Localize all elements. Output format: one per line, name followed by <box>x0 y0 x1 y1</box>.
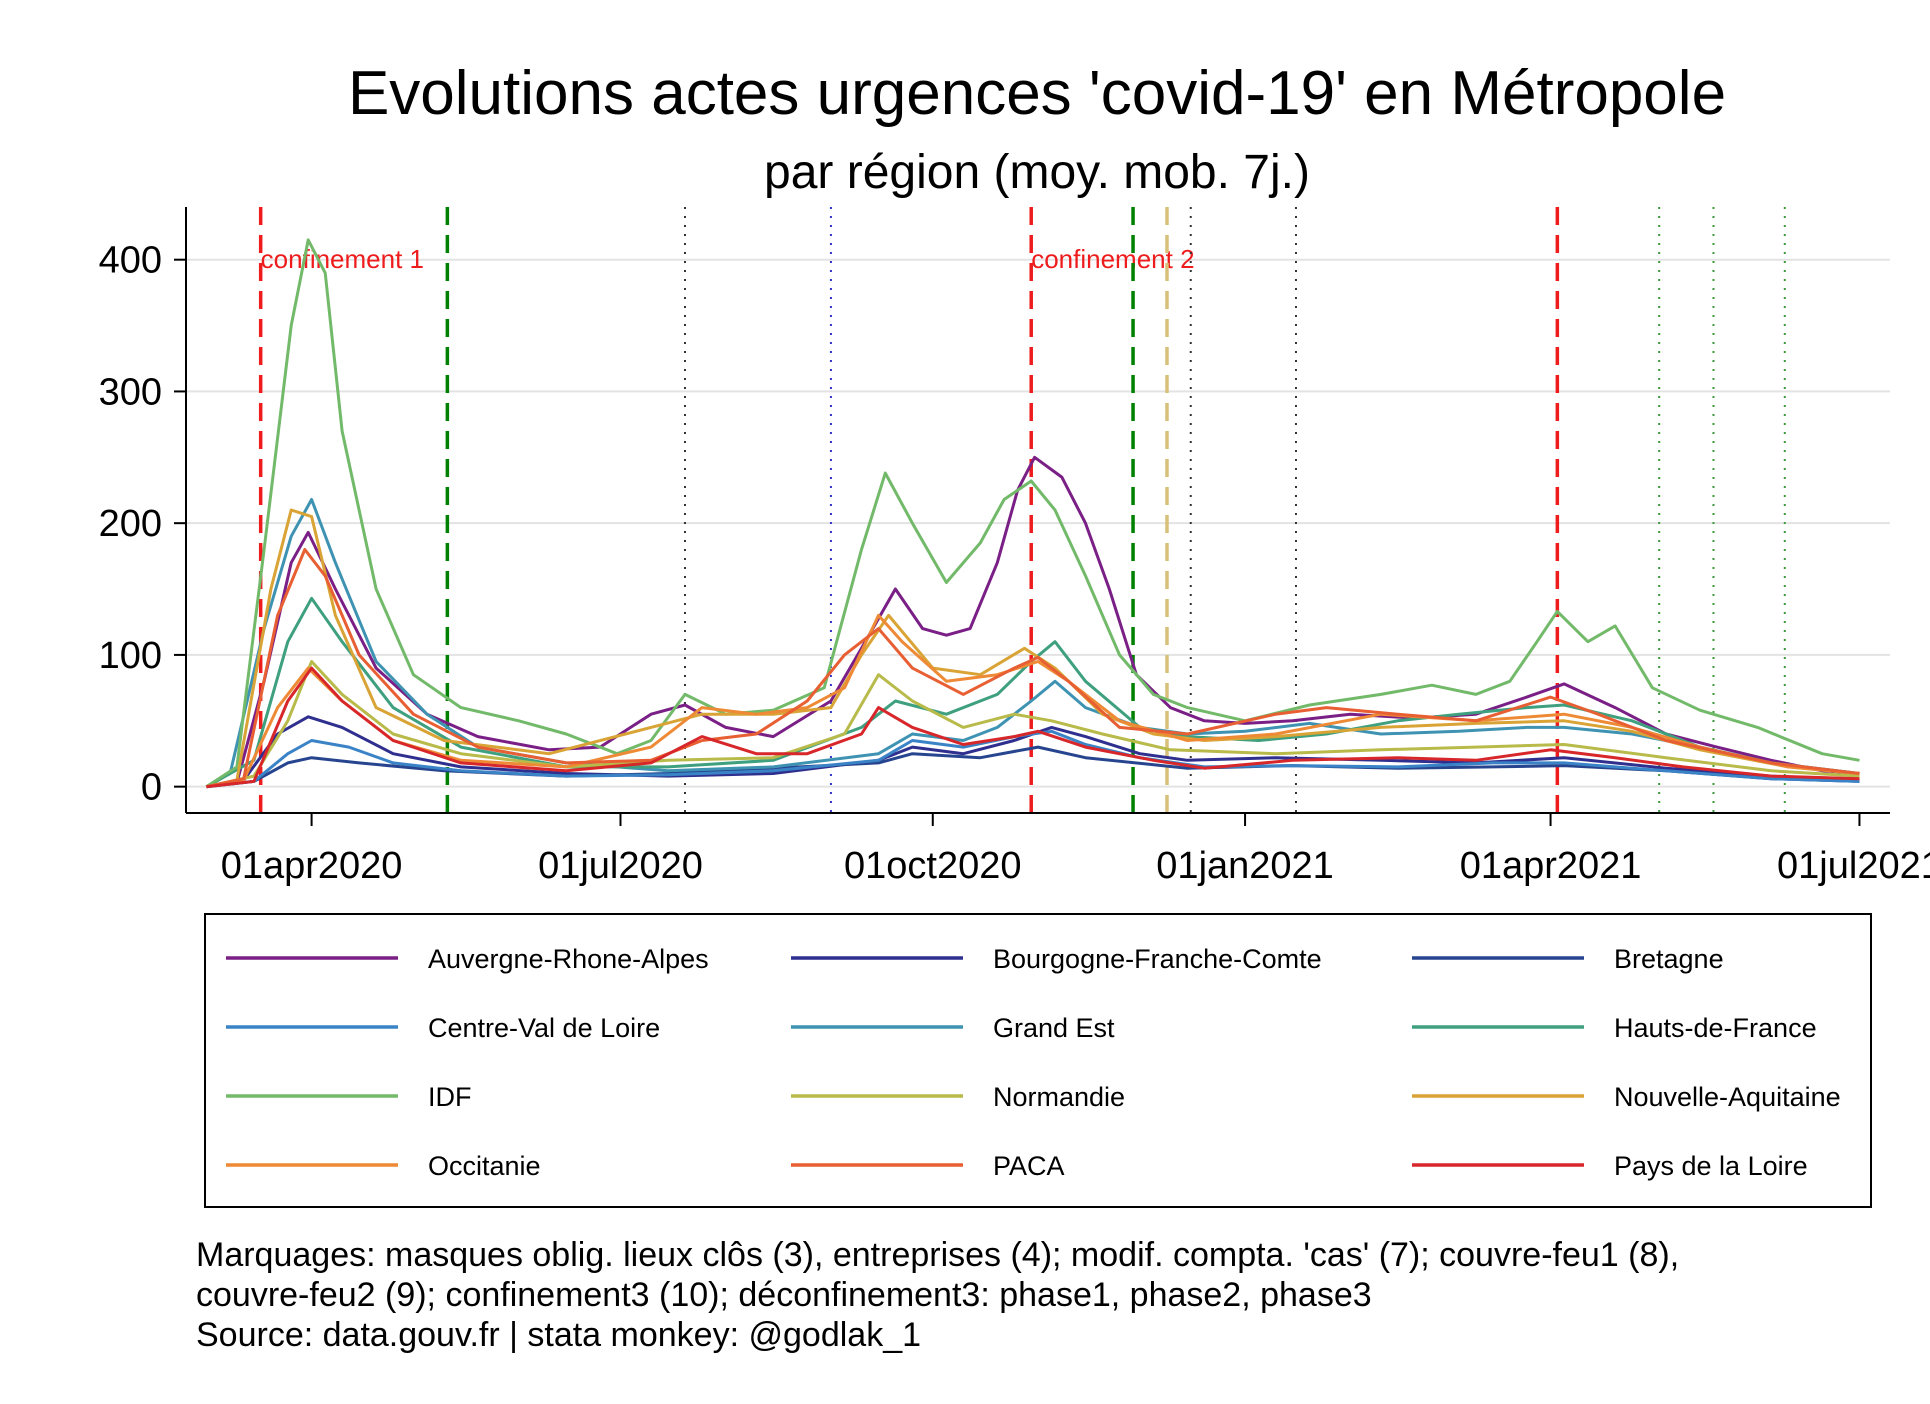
series-line <box>206 660 1860 789</box>
legend-label: Grand Est <box>993 1013 1115 1043</box>
legend-label: Normandie <box>993 1082 1125 1112</box>
x-tick-label: 01jul2020 <box>538 845 703 887</box>
legend-label: Bourgogne-Franche-Comte <box>993 944 1322 974</box>
grid-lines <box>186 258 1890 788</box>
legend-label: Auvergne-Rhone-Alpes <box>428 944 709 974</box>
x-tick-label: 01oct2020 <box>844 845 1022 887</box>
x-tick-label: 01jan2021 <box>1156 845 1334 887</box>
annotation-label: confinement 2 <box>1031 244 1194 274</box>
series-line <box>206 666 1860 789</box>
legend-box <box>204 913 1872 1208</box>
legend-label: Pays de la Loire <box>1614 1151 1808 1181</box>
series-lines <box>205 238 1860 789</box>
legend-label: PACA <box>993 1151 1065 1181</box>
note-line-1: Marquages: masques oblig. lieux clôs (3)… <box>196 1236 1679 1274</box>
y-tick-label: 0 <box>141 767 162 809</box>
chart-title: Evolutions actes urgences 'covid-19' en … <box>348 59 1726 128</box>
legend-label: Nouvelle-Aquitaine <box>1614 1082 1841 1112</box>
legend: Auvergne-Rhone-Alpes Bourgogne-Franche-Co… <box>226 944 1841 1181</box>
legend-label: IDF <box>428 1082 472 1112</box>
chart-subtitle: par région (moy. mob. 7j.) <box>764 146 1310 199</box>
series-line <box>206 745 1860 789</box>
series-line <box>206 729 1860 789</box>
legend-label: Centre-Val de Loire <box>428 1013 660 1043</box>
annotation-label: confinement 1 <box>261 244 424 274</box>
y-tick-label: 300 <box>99 371 162 413</box>
x-tick-label: 01jul2021 <box>1777 845 1930 887</box>
x-axis-ticks: 01apr2020 01jul2020 01oct2020 01jan2021 01ap… <box>221 813 1930 887</box>
note-line-2: couvre-feu2 (9); confinement3 (10); déco… <box>196 1276 1372 1314</box>
series-line <box>206 508 1860 789</box>
y-axis-ticks: 0 100 200 300 400 <box>99 240 186 809</box>
x-tick-label: 01apr2020 <box>221 845 403 887</box>
annotation-lines: confinement 1 confinement 2 <box>258 207 1786 813</box>
legend-label: Bretagne <box>1614 944 1724 974</box>
x-tick-label: 01apr2021 <box>1460 845 1642 887</box>
y-tick-label: 200 <box>99 503 162 545</box>
y-tick-label: 400 <box>99 240 162 282</box>
legend-label: Occitanie <box>428 1151 541 1181</box>
series-line <box>206 548 1860 789</box>
legend-label: Hauts-de-France <box>1614 1013 1817 1043</box>
y-tick-label: 100 <box>99 635 162 677</box>
series-line <box>205 238 1860 788</box>
series-line <box>206 455 1860 789</box>
note-line-3: Source: data.gouv.fr | stata monkey: @go… <box>196 1316 921 1354</box>
series-line <box>205 498 1860 789</box>
